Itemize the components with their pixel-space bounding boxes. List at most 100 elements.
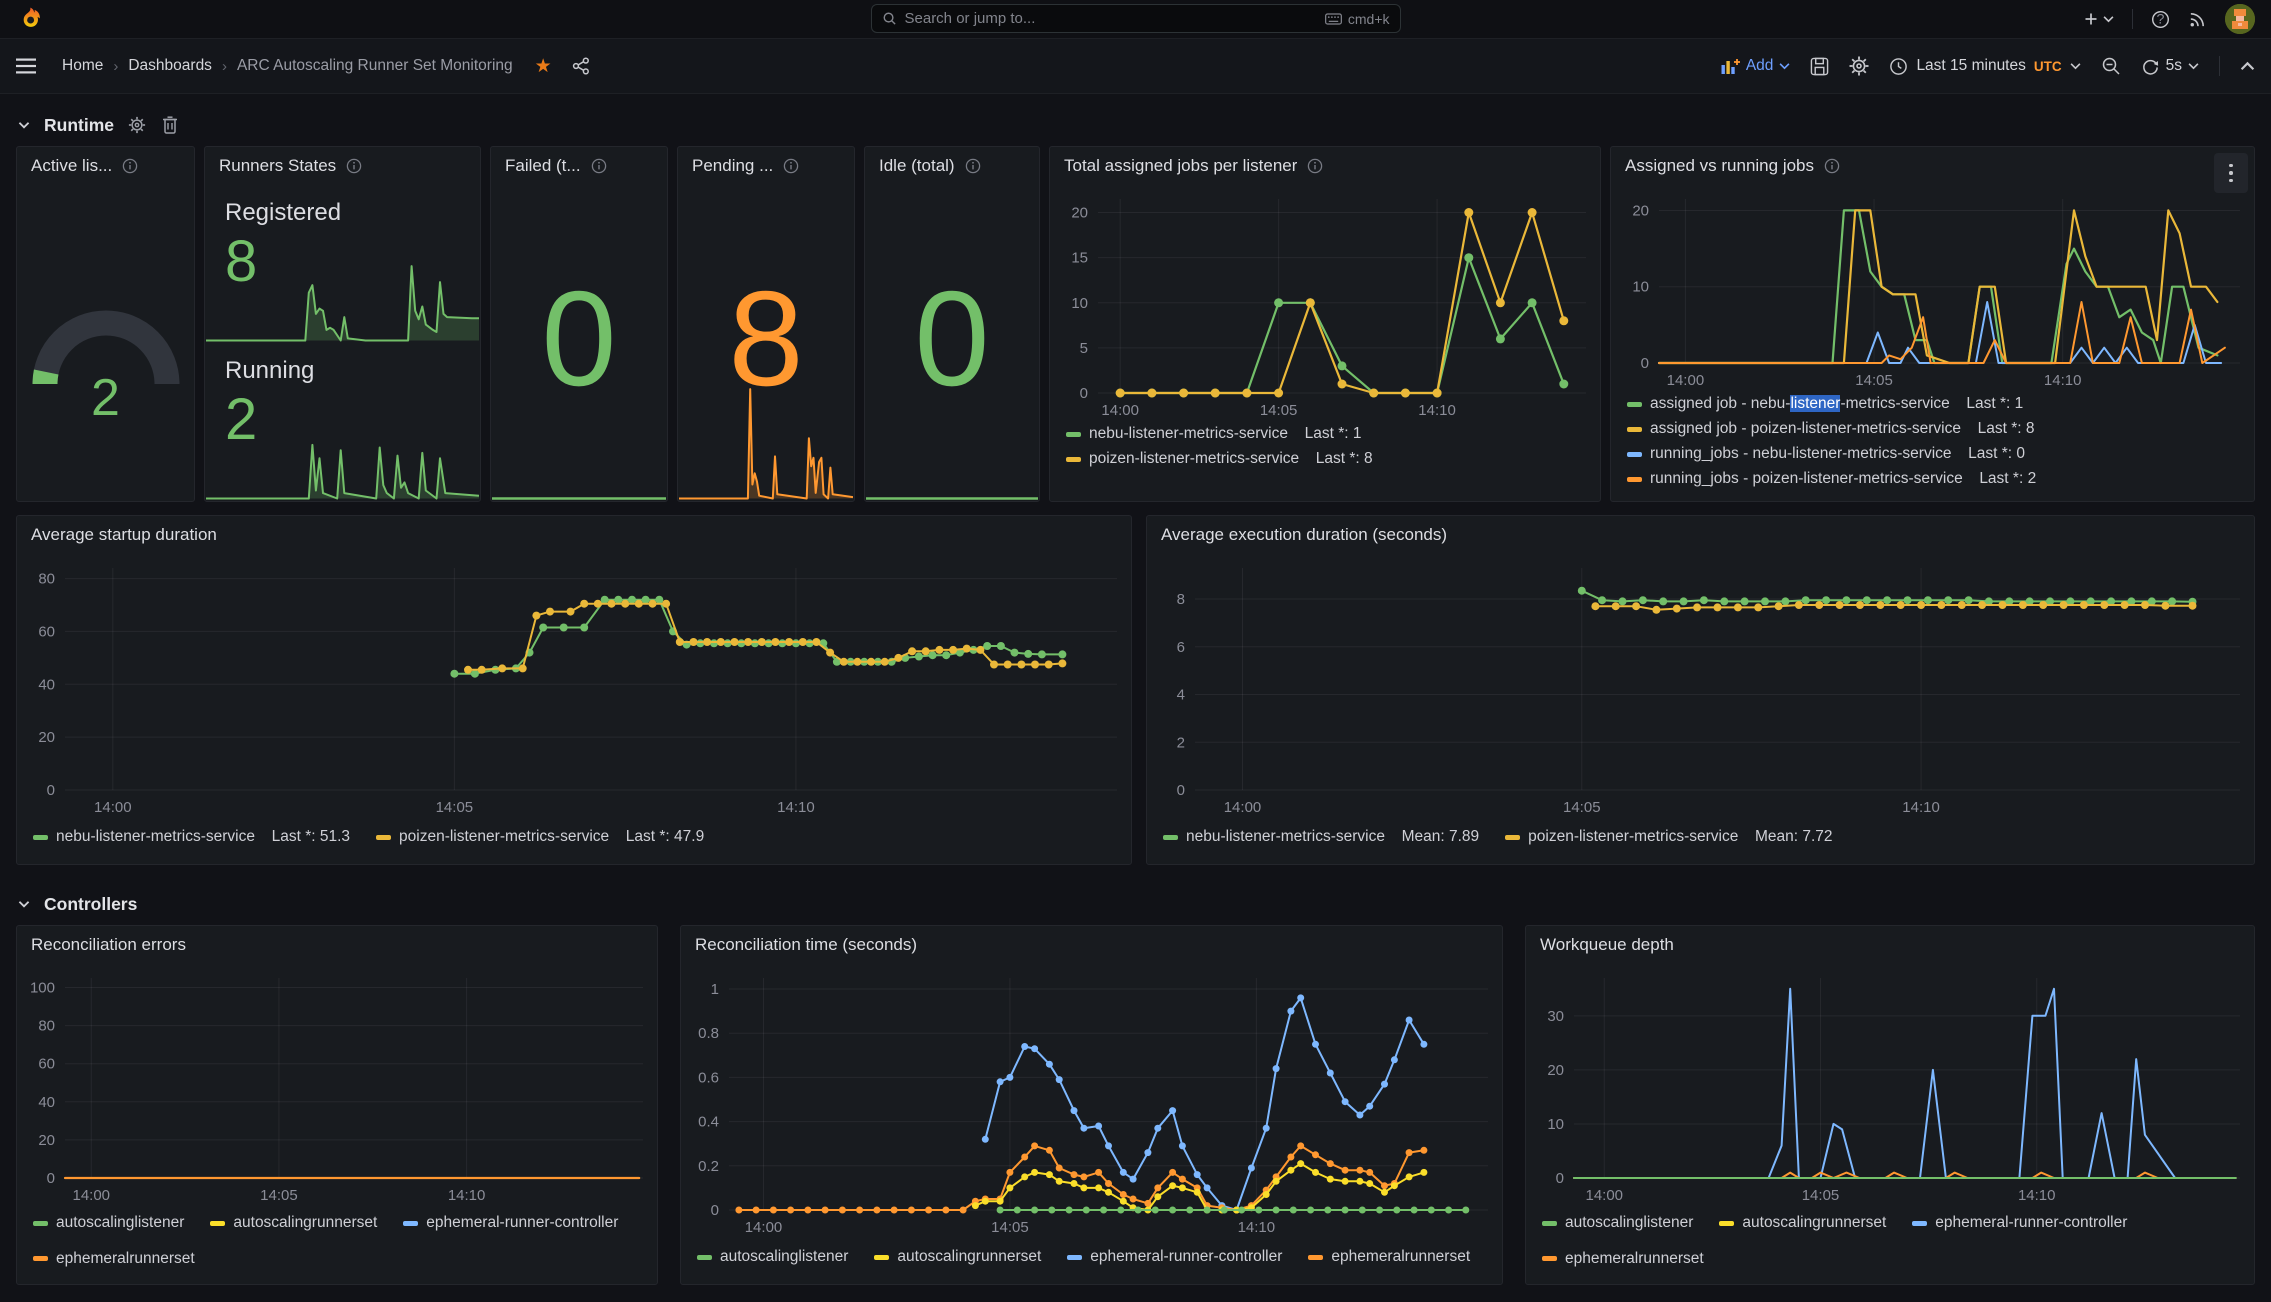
shortcut-hint: cmd+k [1324,11,1390,27]
time-series-chart[interactable]: 0 10 20 14:00 14:05 14:10 [1611,185,2254,393]
news-button[interactable] [2188,10,2207,29]
legend-item[interactable]: autoscalingrunnerset [874,1242,1041,1272]
favorite-star-icon[interactable]: ★ [534,55,552,77]
legend-item[interactable]: autoscalingrunnerset [1719,1210,1886,1237]
help-button[interactable]: ? [2151,10,2170,29]
panel-header[interactable]: Assigned vs running jobs [1611,147,2254,185]
legend-item[interactable]: assigned job - poizen-listener-metrics-s… [1627,420,2238,438]
time-series-chart[interactable]: 0 2 4 6 8 14:00 14:05 14:10 [1147,554,2254,820]
zoom-out-icon[interactable] [2101,56,2121,76]
legend-item[interactable]: poizen-listener-metrics-service Last *: … [1066,450,1584,468]
menu-icon[interactable] [16,58,36,74]
breadcrumb-dashboards[interactable]: Dashboards [128,57,212,74]
gauge-value: 2 [91,369,120,428]
svg-text:14:10: 14:10 [1418,402,1456,419]
legend-item[interactable]: ephemeralrunnerset [33,1246,195,1273]
section-runtime[interactable]: Runtime [18,108,2255,142]
legend-color-chip [376,834,392,840]
chevron-down-icon [2188,63,2199,70]
legend-item[interactable]: nebu-listener-metrics-service Last *: 1 [1066,425,1584,443]
svg-text:14:05: 14:05 [260,1187,298,1204]
row-delete-trash-icon[interactable] [162,116,178,134]
legend-item[interactable]: running_jobs - nebu-listener-metrics-ser… [1627,445,2238,463]
stat-value: 8 [728,262,804,414]
legend-item[interactable]: autoscalinglistener [1542,1210,1693,1237]
time-range-picker[interactable]: Last 15 minutes UTC [1889,57,2081,76]
info-icon[interactable] [122,158,138,174]
add-panel-button[interactable]: Add [1721,57,1791,75]
gauge: 2 [17,185,194,501]
legend-item[interactable]: autoscalinglistener [33,1210,184,1237]
panel-average-execution-duration: Average execution duration (seconds) 0 2 4… [1146,515,2255,865]
legend-item[interactable]: poizen-listener-metrics-service Mean: 7.… [1505,822,1833,852]
stat-value: 2 [225,387,258,452]
panel-header[interactable]: Workqueue depth [1526,926,2254,964]
legend-color-chip [1627,426,1642,432]
legend-item[interactable]: assigned job - nebu-listener-metrics-ser… [1627,395,2238,413]
svg-text:14:10: 14:10 [2044,372,2082,389]
time-series-chart[interactable]: 0 0.2 0.4 0.6 0.8 1 14:00 14:05 14:10 [681,964,1502,1240]
panel-header[interactable]: Failed (t... [491,147,667,185]
info-icon[interactable] [965,158,981,174]
legend-value: Last *: 2 [1970,470,2037,487]
panel-title: Average startup duration [31,525,217,544]
legend-value: Last *: 0 [1959,445,2025,462]
panel-header[interactable]: Active lis... [17,147,194,185]
share-icon[interactable] [572,57,590,75]
legend-label: running_jobs - poizen-listener-metrics-s… [1650,470,1963,487]
panel-header[interactable]: Average execution duration (seconds) [1147,516,2254,554]
legend-item[interactable]: ephemeral-runner-controller [1912,1210,2127,1237]
info-icon[interactable] [591,158,607,174]
time-series-chart[interactable]: 0 5 10 15 20 14:00 14:05 14:10 [1050,185,1600,423]
legend-item[interactable]: nebu-listener-metrics-service Last *: 51… [33,822,350,852]
panel-header[interactable]: Idle (total) [865,147,1039,185]
info-icon[interactable] [1307,158,1323,174]
legend-item[interactable]: ephemeralrunnerset [1542,1246,1704,1273]
legend-item[interactable]: autoscalinglistener [697,1242,848,1272]
user-avatar[interactable] [2225,4,2255,34]
legend-item[interactable]: nebu-listener-metrics-service Mean: 7.89 [1163,822,1479,852]
panel-header[interactable]: Pending ... [678,147,854,185]
svg-text:14:00: 14:00 [72,1187,110,1204]
collapse-navbar-icon[interactable] [2240,61,2255,71]
bar-chart-plus-icon [1721,59,1740,74]
refresh-picker[interactable]: 5s [2141,57,2199,76]
legend-item[interactable]: ephemeralrunnerset [1308,1242,1470,1272]
time-series-chart[interactable]: 0 20 40 60 80 14:00 14:05 14:10 [17,554,1131,820]
grafana-logo-icon[interactable] [16,6,42,32]
row-settings-gear-icon[interactable] [128,116,146,134]
dashboard-settings-icon[interactable] [1849,56,1869,76]
legend-item[interactable]: running_jobs - poizen-listener-metrics-s… [1627,470,2238,488]
time-series-chart[interactable]: 0 20 40 60 80 100 14:00 14:05 14:10 [17,964,657,1208]
info-icon[interactable] [1824,158,1840,174]
panel-header[interactable]: Total assigned jobs per listener [1050,147,1600,185]
panel-header[interactable]: Average startup duration [17,516,1131,554]
breadcrumb-home[interactable]: Home [62,57,104,74]
panel-header[interactable]: Reconciliation errors [17,926,657,964]
panel-header[interactable]: Reconciliation time (seconds) [681,926,1502,964]
new-button[interactable] [2083,11,2114,27]
svg-text:0: 0 [1177,782,1185,799]
legend-item[interactable]: ephemeral-runner-controller [1067,1242,1282,1272]
chart-legend: nebu-listener-metrics-service Last *: 51… [17,820,1131,864]
divider [2132,9,2133,29]
panel-title: Reconciliation errors [31,935,186,954]
divider [2219,56,2220,76]
legend-label: autoscalingrunnerset [1742,1214,1887,1232]
legend-color-chip [1627,476,1642,482]
legend-label: autoscalingrunnerset [897,1248,1042,1265]
info-icon[interactable] [783,158,799,174]
svg-text:14:05: 14:05 [1802,1187,1840,1204]
search-input[interactable]: Search or jump to... cmd+k [870,4,1401,33]
legend-label: assigned job - poizen-listener-metrics-s… [1650,420,1961,437]
legend-item[interactable]: autoscalingrunnerset [210,1210,377,1237]
legend-item[interactable]: ephemeral-runner-controller [403,1210,618,1237]
info-icon[interactable] [346,158,362,174]
panel-menu-kebab-icon[interactable] [2214,153,2248,193]
time-series-chart[interactable]: 0 10 20 30 14:00 14:05 14:10 [1526,964,2254,1208]
panel-header[interactable]: Runners States [205,147,480,185]
legend-item[interactable]: poizen-listener-metrics-service Last *: … [376,822,704,852]
save-dashboard-icon[interactable] [1810,57,1829,76]
section-controllers[interactable]: Controllers [18,887,2255,921]
